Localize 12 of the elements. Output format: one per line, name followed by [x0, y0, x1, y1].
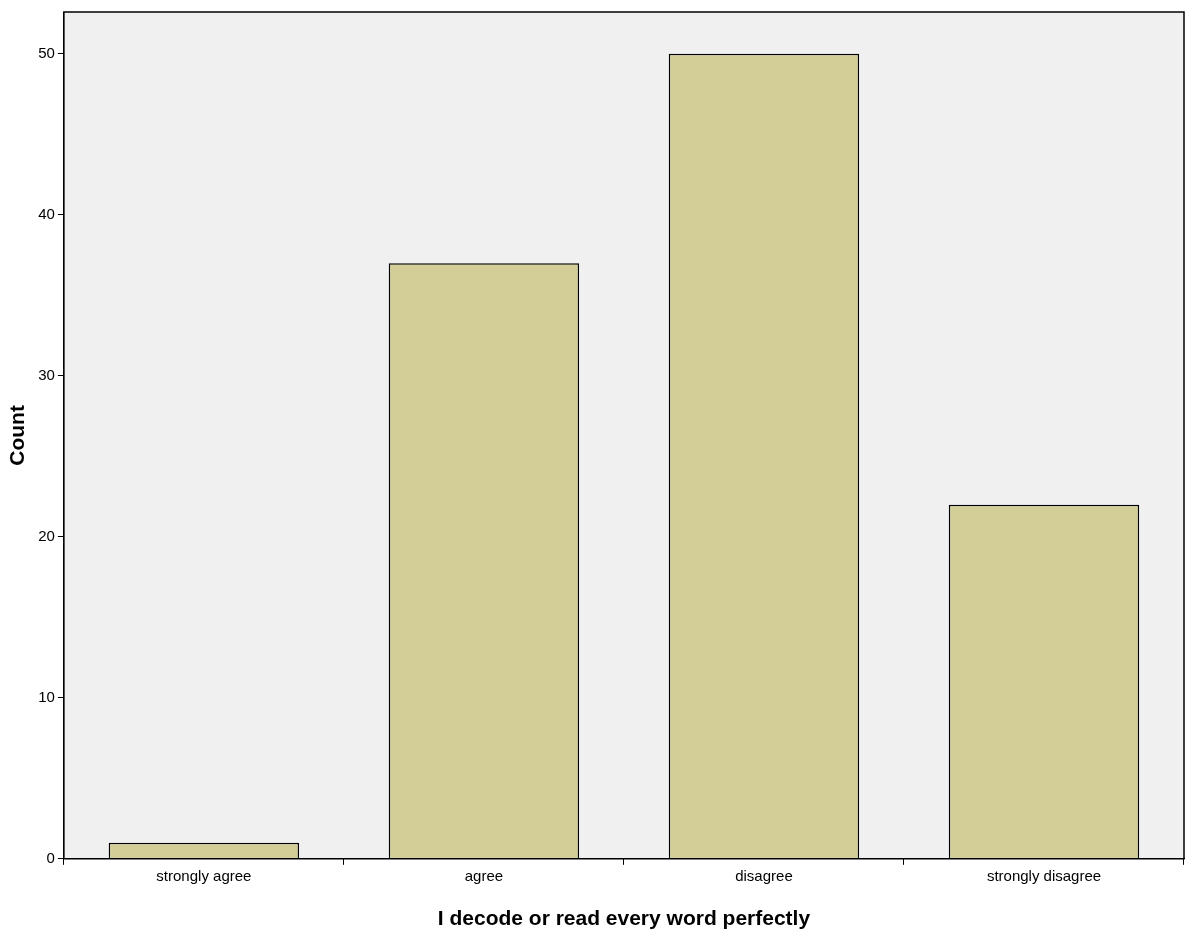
x-tick-label: strongly disagree [986, 866, 1102, 884]
y-tick-label: 30 [38, 365, 55, 383]
y-axis-title: Count [5, 405, 29, 466]
y-tick-label: 40 [38, 204, 55, 222]
y-tick-label: 50 [38, 44, 55, 61]
x-tick-label: strongly agree [156, 866, 252, 884]
y-tick-label: 10 [38, 687, 55, 705]
x-axis-title: I decode or read every word perfectly [437, 906, 811, 930]
x-tick-label: agree [464, 866, 504, 884]
y-tick-label: 0 [46, 848, 55, 866]
y-tick-label: 20 [38, 526, 55, 544]
x-tick-label: disagree [735, 866, 793, 884]
